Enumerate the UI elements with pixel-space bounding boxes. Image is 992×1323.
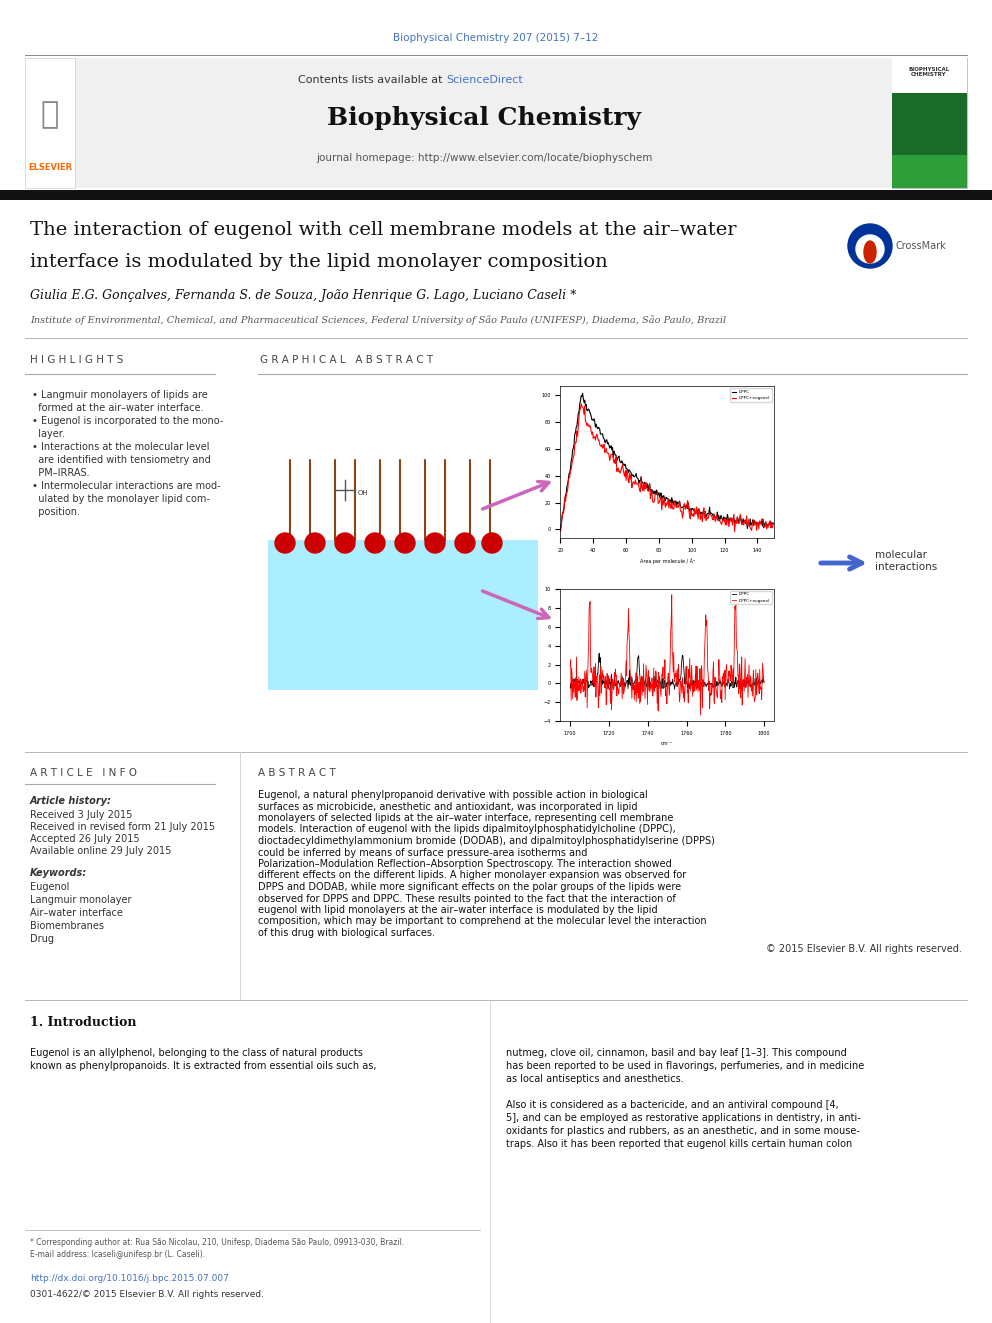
- FancyBboxPatch shape: [0, 191, 992, 200]
- Circle shape: [455, 533, 475, 553]
- Text: ⬛: ⬛: [41, 101, 60, 130]
- Text: composition, which may be important to comprehend at the molecular level the int: composition, which may be important to c…: [258, 917, 706, 926]
- Text: Biomembranes: Biomembranes: [30, 921, 104, 931]
- Circle shape: [305, 533, 325, 553]
- Text: 5], and can be employed as restorative applications in dentistry, in anti-: 5], and can be employed as restorative a…: [506, 1113, 861, 1123]
- Text: A R T I C L E   I N F O: A R T I C L E I N F O: [30, 767, 137, 778]
- Text: G R A P H I C A L   A B S T R A C T: G R A P H I C A L A B S T R A C T: [260, 355, 434, 365]
- Text: Accepted 26 July 2015: Accepted 26 July 2015: [30, 833, 140, 844]
- Circle shape: [335, 533, 355, 553]
- Text: ELSEVIER: ELSEVIER: [28, 164, 72, 172]
- Text: Langmuir monolayer: Langmuir monolayer: [30, 894, 132, 905]
- Text: Air–water interface: Air–water interface: [30, 908, 123, 918]
- Text: Received in revised form 21 July 2015: Received in revised form 21 July 2015: [30, 822, 215, 832]
- Text: layer.: layer.: [32, 429, 64, 439]
- Circle shape: [275, 533, 295, 553]
- Text: DPPS and DODAB, while more significant effects on the polar groups of the lipids: DPPS and DODAB, while more significant e…: [258, 882, 682, 892]
- Text: traps. Also it has been reported that eugenol kills certain human colon: traps. Also it has been reported that eu…: [506, 1139, 852, 1148]
- Text: interface is modulated by the lipid monolayer composition: interface is modulated by the lipid mono…: [30, 253, 608, 271]
- Text: eugenol with lipid monolayers at the air–water interface is modulated by the lip: eugenol with lipid monolayers at the air…: [258, 905, 658, 916]
- Text: models. Interaction of eugenol with the lipids dipalmitoylphosphatidylcholine (D: models. Interaction of eugenol with the …: [258, 824, 676, 835]
- Legend: DPPC, DPPC+eugenol: DPPC, DPPC+eugenol: [730, 389, 772, 402]
- Text: Biophysical Chemistry: Biophysical Chemistry: [327, 106, 641, 130]
- Text: Drug: Drug: [30, 934, 54, 945]
- Text: oxidants for plastics and rubbers, as an anesthetic, and in some mouse-: oxidants for plastics and rubbers, as an…: [506, 1126, 860, 1136]
- Text: PM–IRRAS.: PM–IRRAS.: [32, 468, 89, 478]
- Text: BIOPHYSICAL
CHEMISTRY: BIOPHYSICAL CHEMISTRY: [909, 66, 949, 78]
- Circle shape: [856, 235, 884, 263]
- Text: infrared spectroscopy: infrared spectroscopy: [560, 591, 674, 602]
- Text: as local antiseptics and anesthetics.: as local antiseptics and anesthetics.: [506, 1074, 683, 1084]
- Text: Institute of Environmental, Chemical, and Pharmaceutical Sciences, Federal Unive: Institute of Environmental, Chemical, an…: [30, 315, 726, 325]
- Text: Eugenol, a natural phenylpropanoid derivative with possible action in biological: Eugenol, a natural phenylpropanoid deriv…: [258, 790, 648, 800]
- Text: has been reported to be used in flavorings, perfumeries, and in medicine: has been reported to be used in flavorin…: [506, 1061, 864, 1072]
- Text: Article history:: Article history:: [30, 796, 112, 806]
- Circle shape: [365, 533, 385, 553]
- Text: position.: position.: [32, 507, 80, 517]
- Text: monolayers of selected lipids at the air–water interface, representing cell memb: monolayers of selected lipids at the air…: [258, 814, 674, 823]
- FancyBboxPatch shape: [892, 58, 967, 188]
- Text: dioctadecyldimethylammonium bromide (DODAB), and dipalmitoylphosphatidylserine (: dioctadecyldimethylammonium bromide (DOD…: [258, 836, 715, 845]
- FancyBboxPatch shape: [268, 540, 538, 691]
- FancyBboxPatch shape: [892, 93, 967, 188]
- Text: ulated by the monolayer lipid com-: ulated by the monolayer lipid com-: [32, 493, 210, 504]
- Circle shape: [425, 533, 445, 553]
- Text: Available online 29 July 2015: Available online 29 July 2015: [30, 845, 172, 856]
- Text: of this drug with biological surfaces.: of this drug with biological surfaces.: [258, 927, 435, 938]
- Text: nutmeg, clove oil, cinnamon, basil and bay leaf [1–3]. This compound: nutmeg, clove oil, cinnamon, basil and b…: [506, 1048, 847, 1058]
- X-axis label: Area per molecule / Å²: Area per molecule / Å²: [640, 558, 694, 565]
- Text: tensiometry: tensiometry: [560, 400, 623, 409]
- Text: molecular
interactions: molecular interactions: [875, 550, 937, 572]
- Text: Keywords:: Keywords:: [30, 868, 87, 878]
- Text: surfaces as microbicide, anesthetic and antioxidant, was incorporated in lipid: surfaces as microbicide, anesthetic and …: [258, 802, 638, 811]
- Text: Giulia E.G. Gonçalves, Fernanda S. de Souza, João Henrique G. Lago, Luciano Case: Giulia E.G. Gonçalves, Fernanda S. de So…: [30, 288, 576, 302]
- Text: different effects on the different lipids. A higher monolayer expansion was obse: different effects on the different lipid…: [258, 871, 686, 881]
- Text: could be inferred by means of surface pressure-area isotherms and: could be inferred by means of surface pr…: [258, 848, 587, 857]
- Text: Eugenol: Eugenol: [30, 882, 69, 892]
- Text: • Interactions at the molecular level: • Interactions at the molecular level: [32, 442, 209, 452]
- Text: Polarization–Modulation Reflection–Absorption Spectroscopy. The interaction show: Polarization–Modulation Reflection–Absor…: [258, 859, 672, 869]
- Text: journal homepage: http://www.elsevier.com/locate/biophyschem: journal homepage: http://www.elsevier.co…: [315, 153, 652, 163]
- Text: H I G H L I G H T S: H I G H L I G H T S: [30, 355, 123, 365]
- FancyBboxPatch shape: [75, 58, 967, 188]
- Text: The interaction of eugenol with cell membrane models at the air–water: The interaction of eugenol with cell mem…: [30, 221, 736, 239]
- Text: 1. Introduction: 1. Introduction: [30, 1016, 137, 1028]
- FancyBboxPatch shape: [892, 155, 967, 188]
- Text: Contents lists available at: Contents lists available at: [298, 75, 446, 85]
- Text: ScienceDirect: ScienceDirect: [446, 75, 523, 85]
- Text: OH: OH: [358, 490, 369, 496]
- Text: known as phenylpropanoids. It is extracted from essential oils such as,: known as phenylpropanoids. It is extract…: [30, 1061, 377, 1072]
- Circle shape: [395, 533, 415, 553]
- Text: • Eugenol is incorporated to the mono-: • Eugenol is incorporated to the mono-: [32, 415, 223, 426]
- Text: are identified with tensiometry and: are identified with tensiometry and: [32, 455, 210, 464]
- Text: observed for DPPS and DPPC. These results pointed to the fact that the interacti: observed for DPPS and DPPC. These result…: [258, 893, 676, 904]
- Text: formed at the air–water interface.: formed at the air–water interface.: [32, 404, 203, 413]
- Text: CrossMark: CrossMark: [896, 241, 946, 251]
- Ellipse shape: [864, 241, 876, 263]
- Legend: DPPC, DPPC+eugenol: DPPC, DPPC+eugenol: [730, 591, 772, 605]
- Text: http://dx.doi.org/10.1016/j.bpc.2015.07.007: http://dx.doi.org/10.1016/j.bpc.2015.07.…: [30, 1274, 229, 1283]
- Circle shape: [482, 533, 502, 553]
- Text: • Langmuir monolayers of lipids are: • Langmuir monolayers of lipids are: [32, 390, 207, 400]
- Text: * Corresponding author at: Rua São Nicolau, 210, Unifesp, Diadema São Paulo, 099: * Corresponding author at: Rua São Nicol…: [30, 1238, 405, 1248]
- Text: • Intermolecular interactions are mod-: • Intermolecular interactions are mod-: [32, 482, 220, 491]
- Circle shape: [848, 224, 892, 269]
- Text: E-mail address: lcaseli@unifesp.br (L. Caseli).: E-mail address: lcaseli@unifesp.br (L. C…: [30, 1250, 205, 1259]
- Text: Received 3 July 2015: Received 3 July 2015: [30, 810, 132, 820]
- Text: A B S T R A C T: A B S T R A C T: [258, 767, 335, 778]
- Text: © 2015 Elsevier B.V. All rights reserved.: © 2015 Elsevier B.V. All rights reserved…: [766, 943, 962, 954]
- Text: Eugenol is an allylphenol, belonging to the class of natural products: Eugenol is an allylphenol, belonging to …: [30, 1048, 363, 1058]
- Text: Biophysical Chemistry 207 (2015) 7–12: Biophysical Chemistry 207 (2015) 7–12: [393, 33, 599, 44]
- X-axis label: cm⁻¹: cm⁻¹: [661, 741, 674, 746]
- FancyBboxPatch shape: [892, 58, 967, 93]
- Text: Also it is considered as a bactericide, and an antiviral compound [4,: Also it is considered as a bactericide, …: [506, 1099, 839, 1110]
- FancyBboxPatch shape: [25, 58, 75, 188]
- Text: 0301-4622/© 2015 Elsevier B.V. All rights reserved.: 0301-4622/© 2015 Elsevier B.V. All right…: [30, 1290, 264, 1299]
